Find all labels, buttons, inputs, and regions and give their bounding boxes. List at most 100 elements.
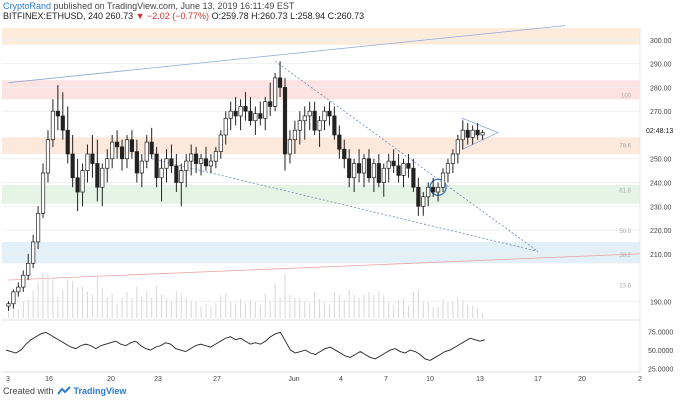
candle-body: [40, 172, 46, 214]
author-link[interactable]: CryptoRand: [3, 1, 52, 11]
candle-body: [26, 262, 31, 276]
candle-body: [213, 151, 218, 162]
candle-body: [228, 110, 233, 119]
candle-body: [273, 77, 278, 107]
candle-body: [401, 163, 406, 176]
candle-body: [342, 148, 347, 160]
fib-level-label: 23.6: [619, 284, 631, 290]
candle-body: [184, 160, 189, 171]
candle-body: [238, 106, 243, 117]
candle-body: [431, 186, 436, 193]
candle-body: [248, 110, 253, 122]
fib-level-label: 100: [621, 94, 632, 100]
symbol-line: BITFINEX:ETHUSD, 240 260.73 ▼ −2.02 (−0.…: [3, 11, 364, 21]
candle-body: [90, 153, 95, 164]
fib-zone: [2, 28, 640, 45]
upper-trendline: [8, 25, 566, 84]
candle-body: [70, 153, 75, 179]
candle-body: [169, 158, 174, 167]
candle-body: [208, 160, 214, 167]
candle-body: [450, 153, 455, 164]
publish-info: CryptoRand published on TradingView.com,…: [3, 1, 294, 11]
candle-body: [149, 141, 154, 155]
x-tick-label: 2: [638, 376, 642, 383]
candle-body: [297, 120, 302, 131]
candle-body: [460, 129, 465, 141]
candle-body: [332, 115, 337, 136]
candle-body: [361, 158, 367, 174]
footer: Created with TradingView: [3, 386, 126, 396]
tradingview-logo-icon: [56, 386, 71, 395]
candle-body: [218, 134, 223, 152]
candle-body: [445, 163, 451, 174]
candle-body: [440, 172, 446, 188]
x-tick-label: 16: [45, 376, 53, 383]
candle-body: [179, 170, 184, 183]
y-tick-label: 270.00: [650, 109, 672, 116]
candle-body: [416, 186, 421, 207]
candle-body: [60, 115, 65, 131]
y-tick-label: 240.00: [650, 181, 672, 188]
candle-body: [455, 139, 460, 155]
candle-body: [307, 110, 312, 117]
candle-body: [356, 163, 362, 174]
candle-body: [426, 186, 431, 198]
rsi-line: [5, 331, 486, 361]
candle-body: [110, 141, 115, 160]
x-tick-label: 13: [476, 376, 484, 383]
fib-level-label: 61.8: [619, 189, 631, 195]
candle-body: [129, 139, 135, 152]
candle-body: [406, 163, 411, 169]
candle-body: [105, 158, 110, 169]
candle-body: [263, 101, 268, 119]
candle-body: [470, 129, 475, 138]
fib-level-label: 78.6: [619, 143, 631, 149]
candle-body: [50, 110, 55, 141]
candle-body: [21, 274, 26, 288]
x-tick-label: 17: [534, 376, 542, 383]
candle-body: [16, 286, 21, 293]
candle-body: [223, 117, 228, 136]
x-tick-label: 7: [384, 376, 388, 383]
candle-body: [85, 153, 90, 171]
x-tick-label: 3: [6, 376, 10, 383]
candle-body: [144, 141, 149, 162]
candle-body: [198, 158, 204, 164]
candle-body: [337, 134, 342, 150]
candle-body: [31, 241, 36, 264]
candle-body: [65, 129, 70, 155]
x-tick-label: 10: [426, 376, 434, 383]
y-tick-label: 290.00: [650, 62, 672, 69]
candle-body: [233, 110, 238, 117]
x-tick-label: 23: [154, 376, 162, 383]
candle-body: [6, 303, 11, 307]
candle-body: [352, 163, 357, 179]
price-timer-label: 02:48:13: [646, 128, 673, 135]
candle-body: [371, 163, 376, 179]
candle-body: [45, 139, 51, 174]
candle-body: [465, 129, 470, 138]
candle-body: [391, 160, 396, 167]
price-change: ▼ −2.02 (−0.77%): [135, 11, 210, 21]
candle-body: [277, 77, 283, 88]
candle-body: [436, 186, 441, 193]
tradingview-brand[interactable]: TradingView: [73, 386, 127, 396]
last-price: 260.73: [105, 11, 134, 21]
candle-body: [480, 132, 485, 136]
fib-level-label: 38.2: [619, 253, 631, 259]
candle-body: [396, 165, 401, 176]
candle-body: [312, 110, 317, 131]
candle-body: [386, 160, 391, 169]
candle-body: [36, 213, 41, 243]
candle-body: [80, 170, 85, 193]
candle-body: [411, 167, 416, 188]
candle-body: [268, 101, 273, 107]
candle-body: [282, 87, 288, 155]
candle-body: [100, 167, 105, 188]
y-tick-label: 220.00: [650, 228, 672, 235]
fib-zone: [2, 80, 640, 100]
y-tick-label: 210.00: [650, 252, 672, 259]
candle-body: [381, 167, 386, 183]
candle-body: [124, 139, 130, 160]
